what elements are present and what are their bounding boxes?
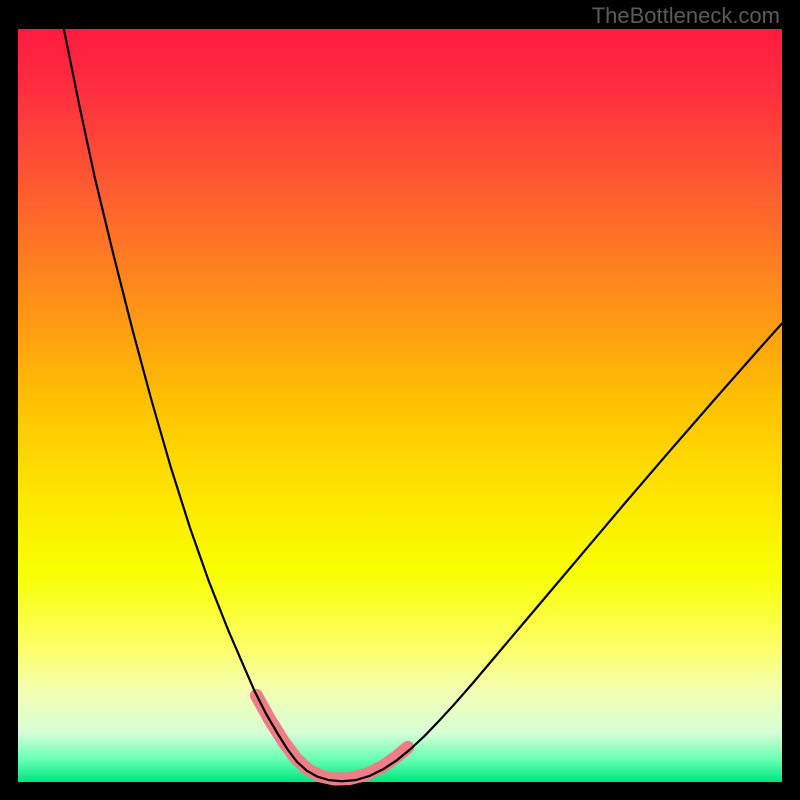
gradient-background — [18, 29, 782, 782]
chart-frame: TheBottleneck.com — [0, 0, 800, 800]
watermark-text: TheBottleneck.com — [592, 3, 780, 29]
